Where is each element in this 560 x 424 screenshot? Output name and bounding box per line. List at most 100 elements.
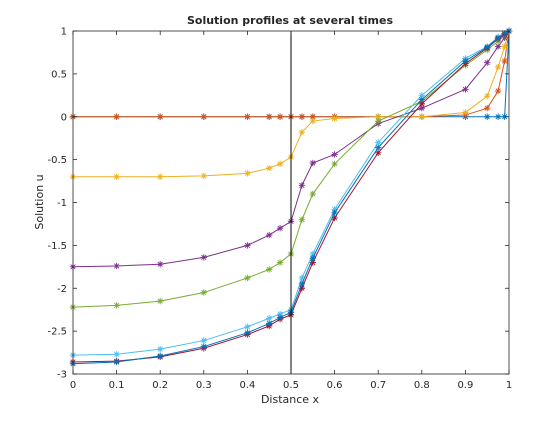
data-point-marker bbox=[266, 315, 273, 322]
data-point-marker bbox=[244, 113, 251, 120]
data-point-marker bbox=[266, 113, 273, 120]
data-point-marker bbox=[418, 96, 425, 103]
data-point-marker bbox=[276, 310, 284, 318]
data-point-marker bbox=[501, 113, 508, 120]
data-point-marker bbox=[418, 113, 425, 120]
data-point-marker bbox=[418, 100, 425, 108]
y-tick-label: -3 bbox=[57, 370, 67, 381]
data-point-marker bbox=[200, 113, 207, 120]
x-tick-label: 0.3 bbox=[196, 380, 212, 391]
x-tick-label: 0.4 bbox=[239, 380, 255, 391]
series-line bbox=[73, 30, 510, 178]
x-tick-label: 0.6 bbox=[327, 380, 343, 391]
data-point-marker bbox=[309, 190, 316, 198]
data-point-marker bbox=[484, 113, 491, 120]
data-point-marker bbox=[462, 86, 469, 93]
data-point-marker bbox=[331, 115, 338, 122]
data-point-marker bbox=[113, 113, 120, 120]
data-point-marker bbox=[494, 87, 502, 95]
data-point-marker bbox=[484, 92, 491, 100]
data-point-marker bbox=[276, 259, 284, 266]
data-point-marker bbox=[200, 254, 207, 261]
data-point-marker bbox=[309, 255, 316, 262]
data-point-marker bbox=[494, 34, 502, 42]
data-point-marker bbox=[113, 262, 120, 270]
data-point-marker bbox=[244, 329, 251, 337]
data-point-marker bbox=[200, 172, 207, 180]
data-point-marker bbox=[157, 261, 164, 268]
data-point-marker bbox=[298, 274, 306, 282]
data-point-marker bbox=[276, 225, 284, 232]
data-point-marker bbox=[266, 231, 273, 239]
data-point-marker bbox=[200, 343, 207, 350]
y-tick-label: -1.5 bbox=[47, 241, 67, 252]
x-tick-label: 1 bbox=[506, 380, 512, 391]
x-tick-label: 0 bbox=[70, 380, 76, 391]
y-axis-label: Solution u bbox=[33, 174, 46, 229]
data-point-marker bbox=[331, 151, 338, 158]
data-point-marker bbox=[375, 139, 382, 146]
data-point-marker bbox=[244, 242, 251, 249]
series-2 bbox=[69, 27, 513, 120]
data-point-marker bbox=[157, 345, 164, 353]
data-point-marker bbox=[462, 57, 469, 65]
data-point-marker bbox=[298, 216, 306, 223]
data-point-marker bbox=[113, 358, 120, 366]
data-point-marker bbox=[462, 109, 469, 116]
y-tick-label: 0.5 bbox=[51, 69, 67, 80]
y-tick-label: 0 bbox=[61, 112, 67, 123]
data-point-marker bbox=[501, 57, 508, 65]
data-point-marker bbox=[298, 280, 306, 288]
x-tick-label: 0.8 bbox=[414, 380, 430, 391]
data-point-marker bbox=[244, 323, 251, 331]
data-point-marker bbox=[113, 351, 120, 358]
series-line bbox=[72, 30, 510, 268]
data-point-marker bbox=[484, 59, 491, 66]
data-point-marker bbox=[309, 250, 316, 258]
data-point-marker bbox=[418, 104, 425, 112]
data-point-marker bbox=[276, 113, 284, 120]
data-point-marker bbox=[375, 149, 382, 156]
y-tick-label: -2.5 bbox=[47, 327, 67, 338]
data-point-marker bbox=[200, 289, 207, 296]
y-tick-label: -2 bbox=[57, 284, 67, 295]
data-point-marker bbox=[484, 104, 491, 112]
data-point-marker bbox=[484, 44, 491, 51]
x-tick-label: 0.2 bbox=[152, 380, 168, 391]
data-point-marker bbox=[501, 43, 508, 50]
data-point-marker bbox=[298, 285, 306, 292]
data-point-marker bbox=[309, 159, 316, 167]
x-tick-label: 0.5 bbox=[283, 380, 299, 391]
data-point-marker bbox=[157, 113, 164, 120]
x-tick-label: 0.1 bbox=[109, 380, 125, 391]
data-point-marker bbox=[309, 259, 316, 266]
data-point-marker bbox=[200, 337, 207, 344]
y-tick-label: -0.5 bbox=[47, 155, 67, 166]
data-point-marker bbox=[375, 113, 382, 120]
data-point-marker bbox=[418, 92, 425, 99]
data-point-marker bbox=[375, 144, 382, 151]
series-layer bbox=[69, 27, 513, 367]
x-tick-label: 0.7 bbox=[370, 380, 386, 391]
data-point-marker bbox=[331, 209, 338, 216]
data-point-marker bbox=[113, 173, 120, 180]
data-point-marker bbox=[494, 43, 502, 50]
data-point-marker bbox=[331, 160, 338, 168]
data-point-marker bbox=[298, 128, 306, 136]
data-point-marker bbox=[266, 320, 273, 327]
x-tick-label: 0.9 bbox=[457, 380, 473, 391]
data-point-marker bbox=[157, 352, 164, 360]
chart-title: Solution profiles at several times bbox=[187, 14, 393, 27]
data-point-marker bbox=[309, 117, 316, 125]
data-point-marker bbox=[157, 173, 164, 180]
data-point-marker bbox=[501, 30, 508, 37]
data-point-marker bbox=[375, 117, 382, 125]
data-point-marker bbox=[276, 160, 284, 168]
data-point-marker bbox=[298, 113, 306, 120]
data-point-marker bbox=[331, 214, 338, 222]
data-point-marker bbox=[494, 63, 502, 71]
y-tick-label: -1 bbox=[57, 198, 67, 209]
data-point-marker bbox=[266, 165, 273, 172]
